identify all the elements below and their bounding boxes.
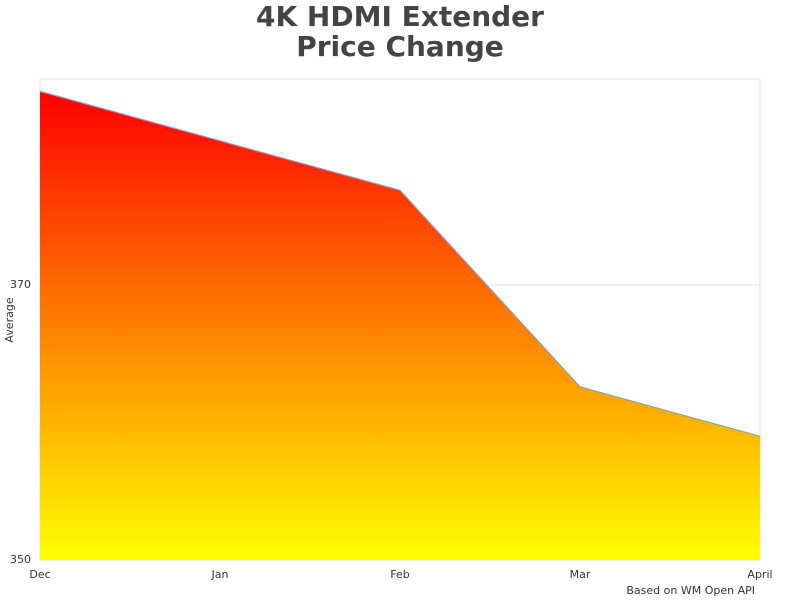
line xyxy=(39,90,761,437)
area xyxy=(40,91,760,561)
y-axis-label: Average xyxy=(3,297,16,342)
y-tick-label: 370 xyxy=(10,278,31,291)
chart-title: Price Change xyxy=(296,30,504,63)
y-tick-label: 350 xyxy=(10,553,31,566)
credit: Based on WM Open API xyxy=(626,584,755,597)
chart-title: 4K HDMI Extender xyxy=(256,0,544,33)
x-tick-label: Feb xyxy=(390,568,409,581)
x-tick-label: April xyxy=(747,568,772,581)
x-tick-label: Mar xyxy=(570,568,591,581)
x-tick-label: Dec xyxy=(29,568,50,581)
x-tick-label: Jan xyxy=(211,568,229,581)
